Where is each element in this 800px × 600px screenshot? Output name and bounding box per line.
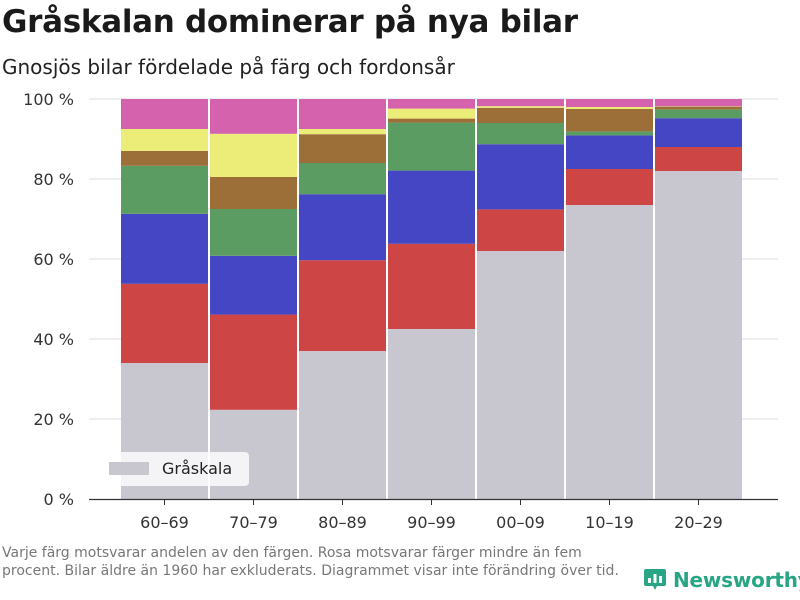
- stacked-bar-chart: 0 % 20 % 40 % 60 % 80 % 100 % 60–69 70–79 80–89…: [23, 90, 778, 532]
- y-tick-label: 60 %: [33, 250, 74, 269]
- x-tick-label: 00–09: [496, 513, 545, 532]
- bar-segment: [477, 123, 564, 145]
- bar-segment: [388, 99, 475, 109]
- bar-segment: [210, 99, 297, 134]
- bar-segment: [299, 99, 386, 129]
- bar-segment: [566, 169, 653, 205]
- y-tick-label: 40 %: [33, 330, 74, 349]
- bar-segment: [299, 351, 386, 499]
- x-tick-label: 20–29: [674, 513, 723, 532]
- bar-segment: [388, 118, 475, 123]
- y-tick-label: 0 %: [44, 490, 74, 509]
- bar-segment: [210, 133, 297, 177]
- bar-segment: [121, 99, 208, 129]
- bar-segment: [655, 147, 742, 171]
- bar-segment: [477, 209, 564, 251]
- bar-segment: [477, 107, 564, 123]
- bar-segment: [388, 170, 475, 244]
- x-tick-label: 80–89: [318, 513, 367, 532]
- bar-segment: [566, 205, 653, 499]
- legend-label: Gråskala: [162, 459, 232, 478]
- brand-name: Newsworthy: [673, 568, 800, 592]
- legend: Gråskala: [99, 452, 249, 486]
- bar-segment: [388, 122, 475, 171]
- chart-subtitle: Gnosjös bilar fördelade på färg och ford…: [2, 55, 455, 79]
- x-tick-label: 70–79: [229, 513, 278, 532]
- brand-logo[interactable]: Newsworthy: [643, 568, 800, 592]
- bar-segment: [655, 171, 742, 499]
- bar-segment: [566, 109, 653, 132]
- bar-segment: [210, 314, 297, 410]
- bar-segment: [477, 106, 564, 108]
- y-axis-ticks: 0 % 20 % 40 % 60 % 80 % 100 %: [23, 90, 74, 509]
- bar-segment: [566, 99, 653, 107]
- bar-segment: [388, 108, 475, 119]
- bar-segment: [566, 131, 653, 136]
- y-tick-label: 20 %: [33, 410, 74, 429]
- bar-segment: [299, 194, 386, 261]
- bar-segment: [121, 165, 208, 214]
- x-tick-label: 10–19: [585, 513, 634, 532]
- bar-segment: [210, 255, 297, 315]
- legend-swatch: [109, 462, 149, 475]
- bar-segment: [477, 251, 564, 499]
- bar-segment: [299, 163, 386, 195]
- bar-segment: [299, 260, 386, 351]
- bar-segment: [299, 129, 386, 135]
- bar-segment: [477, 99, 564, 107]
- bar-segment: [566, 135, 653, 169]
- bar-segment: [655, 118, 742, 147]
- y-tick-label: 100 %: [23, 90, 74, 109]
- bar-segment: [388, 329, 475, 499]
- bar-segment: [121, 213, 208, 284]
- chart-title: Gråskalan dominerar på nya bilar: [2, 4, 578, 40]
- newsworthy-bar-chart-icon: [644, 569, 666, 590]
- footnote: Varje färg motsvarar andelen av den färg…: [2, 545, 619, 579]
- bar-segment: [121, 283, 208, 363]
- x-axis: 60–69 70–79 80–89 90–99 00–09 10–19 20–29: [89, 498, 778, 532]
- bar-segment: [655, 106, 742, 110]
- bar-segment: [655, 99, 742, 107]
- bar-segment: [388, 243, 475, 329]
- y-tick-label: 80 %: [33, 170, 74, 189]
- bar-segment: [299, 134, 386, 163]
- bar-segments: [121, 99, 742, 499]
- bar-segment: [477, 144, 564, 210]
- bar-segment: [210, 177, 297, 209]
- bar-segment: [210, 209, 297, 256]
- x-tick-label: 90–99: [407, 513, 456, 532]
- bar-segment: [655, 109, 742, 119]
- bar-segment: [566, 107, 653, 109]
- bar-segment: [121, 129, 208, 151]
- bar-segment: [121, 151, 208, 166]
- x-tick-label: 60–69: [140, 513, 189, 532]
- legend-box: [99, 452, 249, 486]
